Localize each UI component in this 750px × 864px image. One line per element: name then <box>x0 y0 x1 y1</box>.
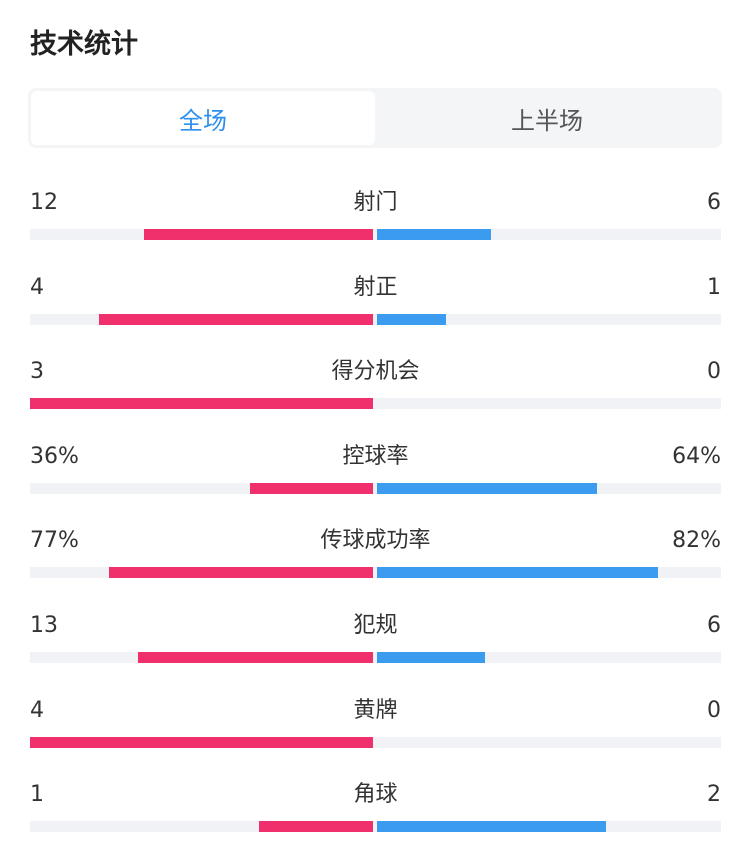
home-value: 36% <box>30 443 79 469</box>
home-bar <box>30 398 373 410</box>
stat-track <box>30 229 721 240</box>
home-bar <box>108 567 373 579</box>
away-bar <box>377 313 446 325</box>
stat-row-shots-on-target: 4 射正 1 <box>30 271 721 351</box>
stat-track <box>30 736 721 748</box>
away-bar <box>377 652 486 663</box>
stat-row-corners: 1 角球 2 <box>30 778 721 858</box>
home-value: 12 <box>30 190 58 215</box>
stat-track <box>30 398 721 410</box>
home-bar <box>98 313 373 325</box>
away-bar <box>377 482 597 494</box>
away-value: 0 <box>707 359 721 385</box>
stat-row-shots: 12 射门 6 <box>30 186 721 266</box>
away-value: 6 <box>707 613 721 638</box>
away-bar <box>377 567 659 579</box>
home-bar <box>30 736 373 748</box>
tab-full-match[interactable]: 全场 <box>31 91 375 145</box>
home-value: 3 <box>30 359 44 385</box>
away-value: 1 <box>707 274 721 300</box>
home-value: 4 <box>30 697 44 723</box>
away-value: 82% <box>672 528 721 554</box>
home-value: 13 <box>30 613 58 638</box>
page-title: 技术统计 <box>30 29 138 60</box>
stat-row-yellow-cards: 4 黄牌 0 <box>30 694 721 774</box>
stat-label: 犯规 <box>353 613 398 638</box>
away-bar <box>377 229 492 240</box>
home-bar <box>138 652 373 663</box>
stat-label: 角球 <box>353 782 398 808</box>
stat-row-fouls: 13 犯规 6 <box>30 609 721 689</box>
stat-label: 射正 <box>353 274 398 300</box>
home-bar <box>258 821 373 833</box>
away-value: 6 <box>707 190 721 215</box>
stat-track <box>30 652 721 663</box>
stat-row-pass-accuracy: 77% 传球成功率 82% <box>30 524 721 604</box>
home-value: 77% <box>30 528 79 554</box>
stat-label: 控球率 <box>342 443 409 469</box>
away-value: 2 <box>707 782 721 808</box>
stat-label: 传球成功率 <box>320 528 431 554</box>
stat-row-chances: 3 得分机会 0 <box>30 355 721 435</box>
away-bar <box>377 821 606 833</box>
stat-track <box>30 567 721 579</box>
away-value: 64% <box>672 443 721 469</box>
stat-track <box>30 821 721 833</box>
stat-label: 射门 <box>353 190 398 215</box>
home-value: 4 <box>30 274 44 300</box>
stat-label: 黄牌 <box>353 697 398 723</box>
home-value: 1 <box>30 782 44 808</box>
home-bar <box>144 229 373 240</box>
tab-first-half[interactable]: 上半场 <box>511 106 583 135</box>
stat-row-possession: 36% 控球率 64% <box>30 440 721 520</box>
stat-track <box>30 313 721 325</box>
period-tabs: 全场 上半场 <box>28 88 722 148</box>
away-value: 0 <box>707 697 721 723</box>
stat-track <box>30 482 721 494</box>
home-bar <box>249 482 373 494</box>
stat-label: 得分机会 <box>331 359 420 385</box>
